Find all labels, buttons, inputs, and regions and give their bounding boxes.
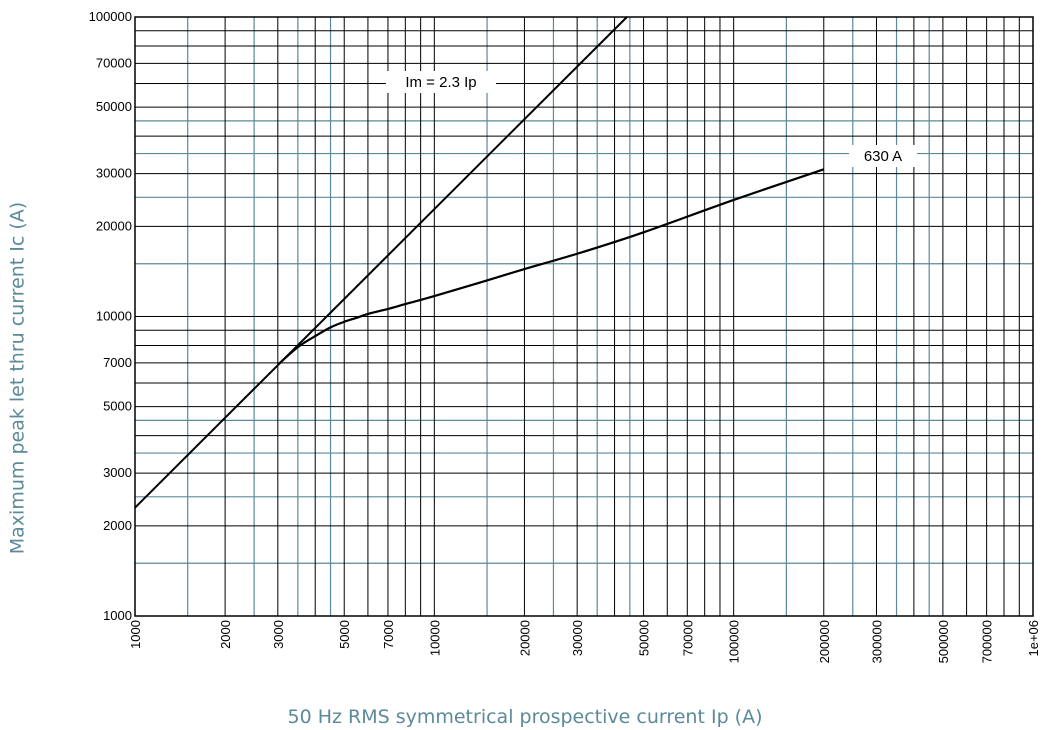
x-tick-label: 10000 <box>427 620 442 656</box>
x-tick-label: 1000 <box>128 620 143 649</box>
x-tick-label: 30000 <box>570 620 585 656</box>
y-tick-label: 5000 <box>103 399 132 414</box>
grid-major-lines <box>134 16 1034 617</box>
x-tick-label: 5000 <box>337 620 352 649</box>
series-label-630-a: 630 A <box>864 148 902 165</box>
y-tick-label: 20000 <box>96 218 132 233</box>
series-label-630-a-bg <box>849 145 917 167</box>
x-tick-label: 200000 <box>817 620 832 663</box>
y-tick-label: 2000 <box>103 518 132 533</box>
y-tick-label: 30000 <box>96 166 132 181</box>
x-tick-label: 300000 <box>869 620 884 663</box>
x-tick-label: 100000 <box>727 620 742 663</box>
y-tick-label: 70000 <box>96 55 132 70</box>
series-line-im-2-3-ip <box>134 16 628 509</box>
x-tick-label: 3000 <box>271 620 286 649</box>
y-tick-label: 3000 <box>103 465 132 480</box>
x-tick-label: 500000 <box>936 620 951 663</box>
x-axis-title: 50 Hz RMS symmetrical prospective curren… <box>288 706 763 728</box>
x-tick-label: 700000 <box>980 620 995 663</box>
y-tick-label: 100000 <box>89 9 132 24</box>
x-tick-label: 50000 <box>637 620 652 656</box>
y-axis-title: Maximum peak let thru current Ic (A) <box>7 202 29 554</box>
series-label-im-2-3-ip-bg <box>386 71 496 93</box>
x-tick-label: 2000 <box>218 620 233 649</box>
y-tick-label: 7000 <box>103 355 132 370</box>
y-tick-label: 10000 <box>96 309 132 324</box>
plot-frame <box>134 16 1034 617</box>
series-layer <box>134 16 825 509</box>
x-tick-label: 1e+06 <box>1026 620 1041 657</box>
x-tick-labels: 1000 2000 3000 5000 7000 10000 20000 30000 50000… <box>128 620 1041 663</box>
y-tick-labels: 1000 2000 3000 5000 7000 10000 20000 30000 50000… <box>89 9 132 623</box>
series-labels: Im = 2.3 Ip 630 A <box>386 71 917 167</box>
x-tick-label: 7000 <box>381 620 396 649</box>
series-line-630-a <box>277 168 825 366</box>
series-label-im-2-3-ip: Im = 2.3 Ip <box>405 74 476 91</box>
x-tick-label: 20000 <box>517 620 532 656</box>
x-tick-label: 70000 <box>680 620 695 656</box>
y-tick-label: 1000 <box>103 608 132 623</box>
y-tick-label: 50000 <box>96 99 132 114</box>
